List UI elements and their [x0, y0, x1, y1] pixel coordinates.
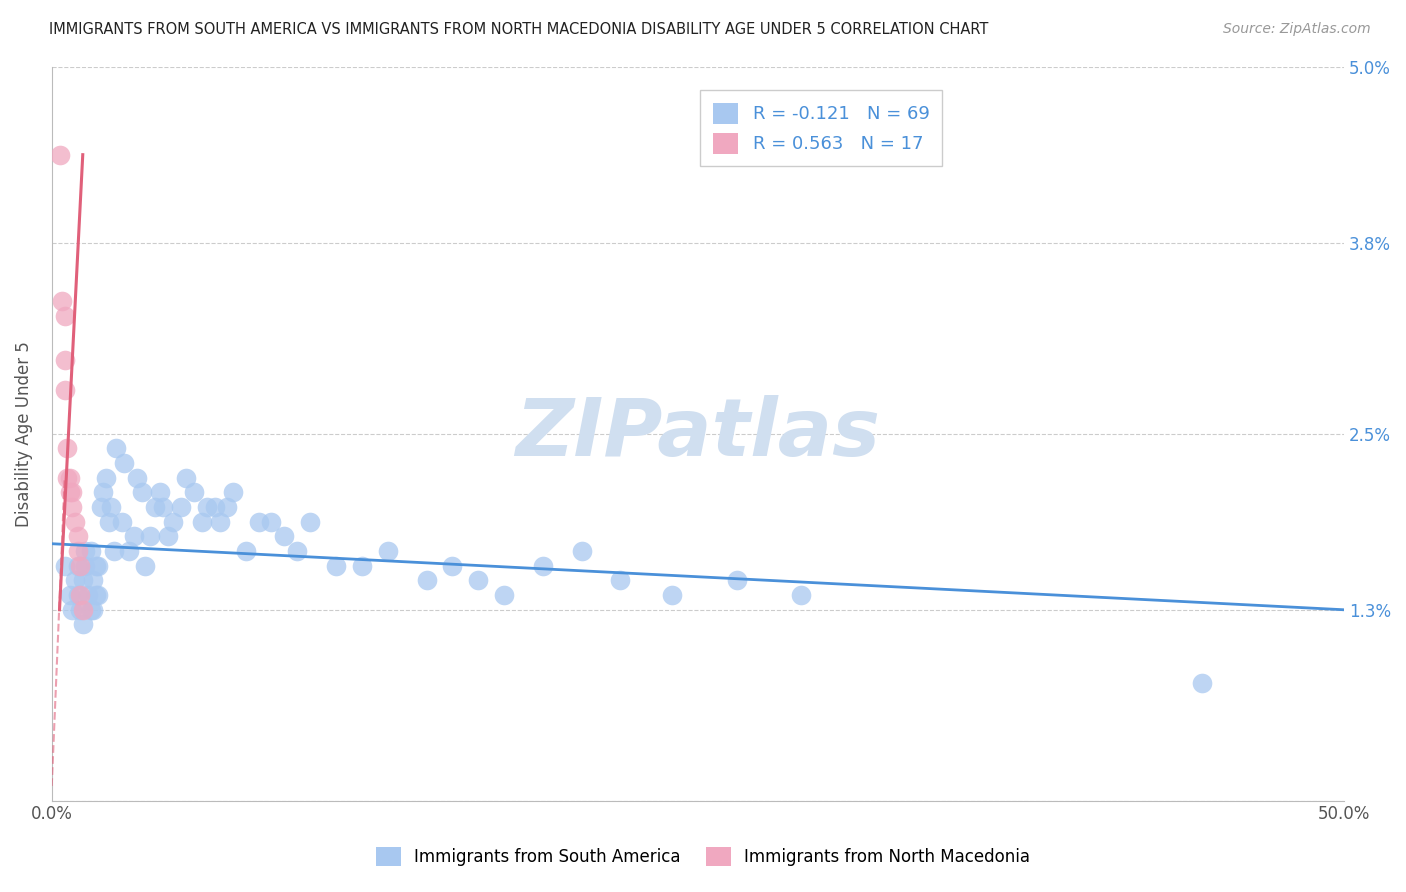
Point: [87, 588, 110, 602]
Point: [260, 515, 283, 529]
Point: [217, 500, 239, 514]
Point: [59, 485, 82, 500]
Point: [247, 515, 270, 529]
Point: [75, 544, 97, 558]
Point: [195, 500, 218, 514]
Point: [69, 588, 91, 602]
Point: [350, 558, 373, 573]
Point: [183, 485, 205, 500]
Point: [143, 500, 166, 514]
Point: [75, 558, 97, 573]
Point: [94, 470, 117, 484]
Point: [87, 558, 110, 573]
Point: [53, 309, 76, 323]
Legend: R = -0.121   N = 69, R = 0.563   N = 17: R = -0.121 N = 69, R = 0.563 N = 17: [700, 90, 942, 166]
Point: [72, 603, 94, 617]
Point: [531, 558, 554, 573]
Point: [72, 617, 94, 632]
Point: [59, 470, 82, 484]
Point: [174, 470, 197, 484]
Point: [100, 500, 122, 514]
Point: [441, 558, 464, 573]
Text: IMMIGRANTS FROM SOUTH AMERICA VS IMMIGRANTS FROM NORTH MACEDONIA DISABILITY AGE : IMMIGRANTS FROM SOUTH AMERICA VS IMMIGRA…: [49, 22, 988, 37]
Point: [103, 544, 125, 558]
Text: Source: ZipAtlas.com: Source: ZipAtlas.com: [1223, 22, 1371, 37]
Point: [299, 515, 322, 529]
Point: [90, 500, 112, 514]
Point: [69, 603, 91, 617]
Point: [53, 558, 76, 573]
Point: [190, 515, 212, 529]
Point: [62, 485, 84, 500]
Point: [97, 515, 120, 529]
Point: [204, 500, 226, 514]
Point: [84, 558, 107, 573]
Point: [53, 383, 76, 397]
Point: [571, 544, 593, 558]
Point: [66, 588, 89, 602]
Point: [66, 558, 89, 573]
Point: [139, 529, 162, 543]
Point: [72, 574, 94, 588]
Point: [124, 529, 146, 543]
Point: [273, 529, 295, 543]
Point: [93, 485, 115, 500]
Point: [725, 574, 748, 588]
Point: [66, 529, 89, 543]
Point: [790, 588, 813, 602]
Legend: Immigrants from South America, Immigrants from North Macedonia: Immigrants from South America, Immigrant…: [370, 840, 1036, 873]
Y-axis label: Disability Age Under 5: Disability Age Under 5: [15, 341, 32, 526]
Point: [285, 544, 308, 558]
Point: [53, 353, 76, 368]
Point: [56, 442, 79, 456]
Point: [157, 529, 180, 543]
Point: [467, 574, 489, 588]
Point: [134, 558, 156, 573]
Point: [170, 500, 193, 514]
Point: [110, 515, 132, 529]
Point: [377, 544, 399, 558]
Point: [63, 574, 86, 588]
Point: [235, 544, 257, 558]
Point: [149, 485, 172, 500]
Text: ZIPatlas: ZIPatlas: [516, 394, 880, 473]
Point: [79, 603, 101, 617]
Point: [492, 588, 515, 602]
Point: [59, 588, 82, 602]
Point: [661, 588, 683, 602]
Point: [162, 515, 184, 529]
Point: [152, 500, 174, 514]
Point: [118, 544, 141, 558]
Point: [82, 603, 104, 617]
Point: [125, 470, 148, 484]
Point: [221, 485, 243, 500]
Point: [415, 574, 437, 588]
Point: [82, 574, 104, 588]
Point: [208, 515, 231, 529]
Point: [69, 558, 91, 573]
Point: [51, 294, 73, 309]
Point: [112, 456, 135, 470]
Point: [1191, 676, 1213, 690]
Point: [77, 588, 100, 602]
Point: [63, 515, 86, 529]
Point: [131, 485, 153, 500]
Point: [79, 544, 101, 558]
Point: [62, 500, 84, 514]
Point: [325, 558, 347, 573]
Point: [609, 574, 631, 588]
Point: [105, 442, 128, 456]
Point: [48, 147, 70, 161]
Point: [84, 588, 107, 602]
Point: [56, 470, 79, 484]
Point: [62, 603, 84, 617]
Point: [66, 544, 89, 558]
